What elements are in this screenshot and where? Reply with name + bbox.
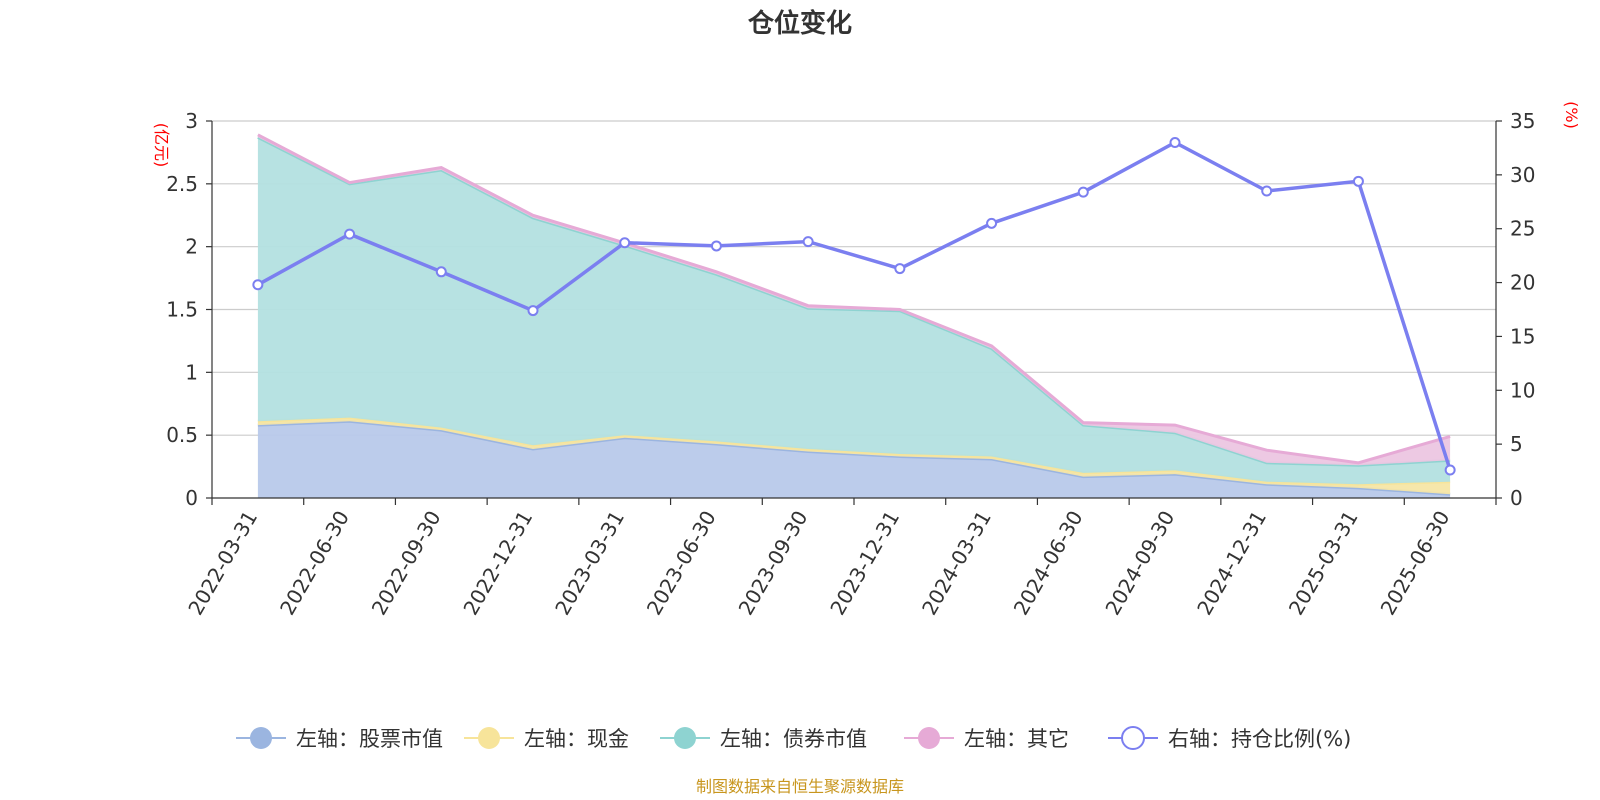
ratio-point <box>1261 185 1273 197</box>
legend-circle-icon <box>674 727 696 749</box>
ratio-line-layer <box>252 137 1456 476</box>
legend-circle-icon <box>478 727 500 749</box>
x-axis-tick-label: 2024-06-30 <box>1009 507 1088 620</box>
area-fill <box>257 421 1451 498</box>
legend-label: 左轴：股票市值 <box>296 727 443 751</box>
ratio-point <box>435 266 447 278</box>
legend-label: 左轴：其它 <box>964 727 1069 751</box>
x-axis-tick-label: 2024-12-31 <box>1192 507 1271 620</box>
ratio-point <box>619 237 631 249</box>
legend-item[interactable]: 左轴：债券市值 <box>660 727 867 751</box>
ratio-line <box>257 140 1452 471</box>
left-axis-tick-label: 0 <box>185 486 198 510</box>
ratio-point <box>527 305 539 317</box>
ratio-point <box>1352 175 1364 187</box>
x-axis-tick-label: 2023-12-31 <box>825 507 904 620</box>
ratio-point <box>986 217 998 229</box>
x-axis-tick-label: 2024-03-31 <box>917 507 996 620</box>
left-axis-unit: (亿元) <box>152 123 171 168</box>
right-axis-unit: (%) <box>1562 101 1581 129</box>
x-axis-tick-label: 2024-09-30 <box>1100 507 1179 620</box>
right-axis-tick-label: 5 <box>1510 432 1523 456</box>
right-axis-tick-label: 35 <box>1510 109 1535 133</box>
legend-item[interactable]: 右轴：持仓比例(%) <box>1108 726 1351 751</box>
legend-label: 左轴：现金 <box>524 727 629 751</box>
legend-label: 左轴：债券市值 <box>720 727 867 751</box>
legend-circle-icon <box>250 727 272 749</box>
ratio-point <box>252 279 264 291</box>
right-axis-tick-label: 0 <box>1510 486 1523 510</box>
legend-circle-icon <box>1121 726 1145 750</box>
legend: 左轴：股票市值 左轴：现金 左轴：债券市值 左轴：其它 右轴：持仓比例(%) <box>236 726 1351 751</box>
ratio-point <box>802 236 814 248</box>
legend-label: 右轴：持仓比例(%) <box>1168 727 1351 751</box>
ratio-point <box>1169 137 1181 149</box>
area-fill <box>257 417 1451 495</box>
right-axis-tick-label: 20 <box>1510 271 1535 295</box>
stacked-areas <box>257 133 1451 498</box>
left-axis-tick-label: 2 <box>185 235 198 259</box>
x-axis-tick-label: 2023-03-31 <box>550 507 629 620</box>
x-axis-tick-label: 2023-06-30 <box>642 507 721 620</box>
area-top-line <box>257 133 1451 465</box>
x-axis-tick-label: 2023-09-30 <box>734 507 813 620</box>
left-axis-tick-label: 1.5 <box>166 298 198 322</box>
x-axis-tick-label: 2022-03-31 <box>183 507 262 620</box>
x-axis-tick-label: 2022-12-31 <box>458 507 537 620</box>
legend-item[interactable]: 左轴：股票市值 <box>236 727 443 751</box>
right-axis-tick-label: 30 <box>1510 163 1535 187</box>
chart-title: 仓位变化 <box>747 8 852 39</box>
right-axis-tick-label: 10 <box>1510 378 1535 402</box>
x-axis-tick-label: 2025-06-30 <box>1376 507 1455 620</box>
ratio-point <box>344 228 356 240</box>
left-axis-tick-label: 0.5 <box>166 423 198 447</box>
left-axis-tick-label: 1 <box>185 360 198 384</box>
ratio-point <box>894 263 906 275</box>
right-axis-tick-label: 25 <box>1510 217 1535 241</box>
ratio-point <box>1077 186 1089 198</box>
x-axis-tick-label: 2022-06-30 <box>275 507 354 620</box>
right-axis-tick-label: 15 <box>1510 324 1535 348</box>
ratio-point <box>710 240 722 252</box>
left-axis-tick-label: 3 <box>185 109 198 133</box>
x-axis-tick-label: 2025-03-31 <box>1284 507 1363 620</box>
legend-circle-icon <box>918 727 940 749</box>
data-source-note: 制图数据来自恒生聚源数据库 <box>696 777 904 796</box>
legend-item[interactable]: 左轴：其它 <box>904 727 1069 751</box>
legend-item[interactable]: 左轴：现金 <box>464 727 629 751</box>
ratio-point <box>1444 464 1456 476</box>
x-axis-tick-label: 2022-09-30 <box>367 507 446 620</box>
left-axis-tick-label: 2.5 <box>166 172 198 196</box>
